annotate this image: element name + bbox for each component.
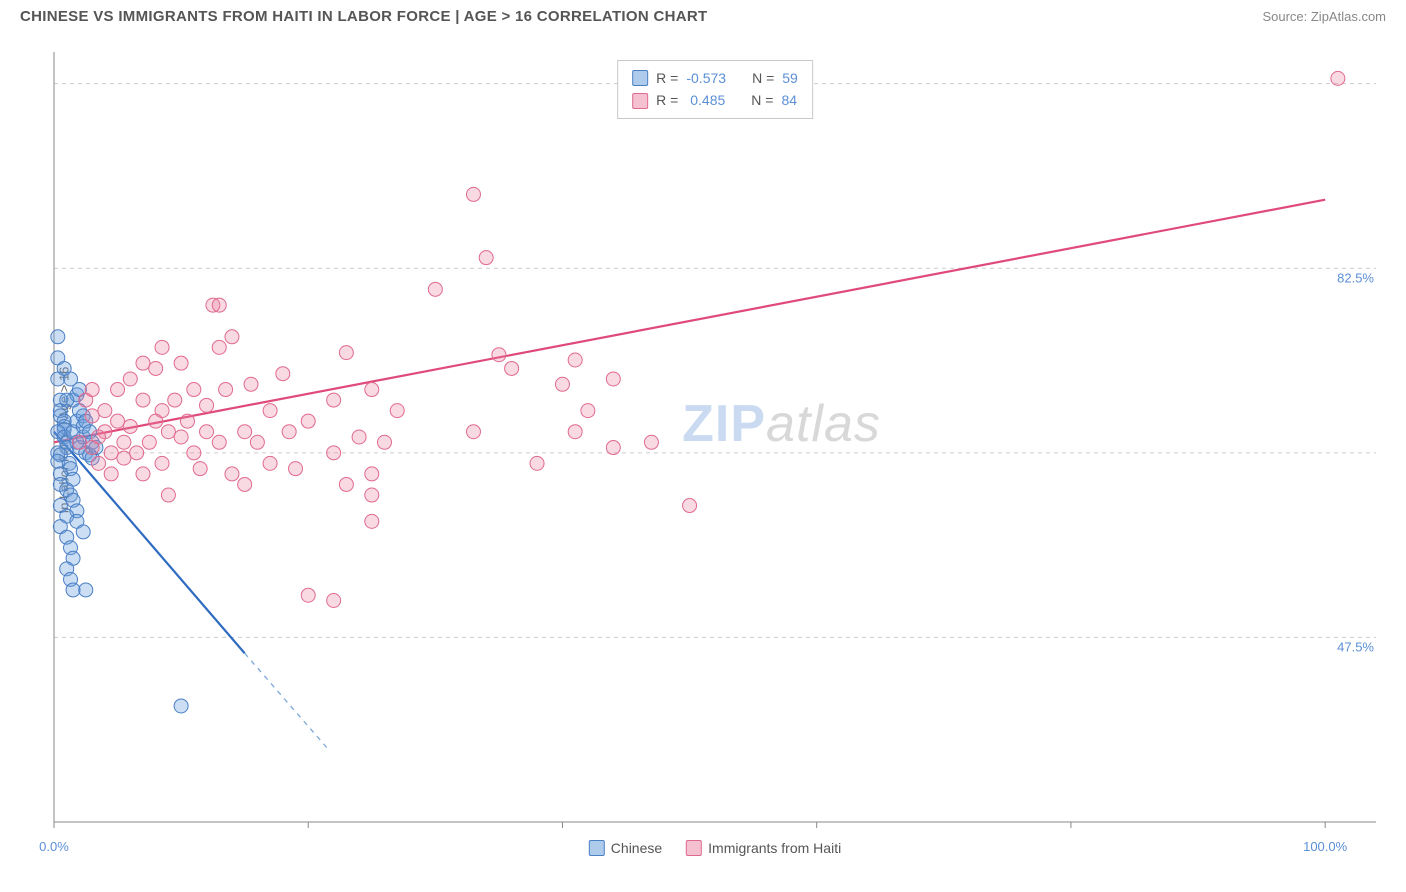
x-tick-label: 100.0% bbox=[1303, 839, 1347, 854]
n-label: N = bbox=[752, 67, 774, 89]
n-value-blue: 59 bbox=[782, 67, 798, 89]
legend-row-haiti: R = 0.485 N = 84 bbox=[632, 89, 798, 111]
y-tick-label: 47.5% bbox=[1337, 640, 1374, 655]
chart-header: CHINESE VS IMMIGRANTS FROM HAITI IN LABO… bbox=[0, 0, 1406, 29]
r-label: R = bbox=[656, 67, 678, 89]
n-label: N = bbox=[751, 89, 773, 111]
chart-source: Source: ZipAtlas.com bbox=[1262, 9, 1386, 24]
legend-swatch-pink bbox=[632, 93, 648, 109]
legend-row-chinese: R = -0.573 N = 59 bbox=[632, 67, 798, 89]
legend-label-haiti: Immigrants from Haiti bbox=[708, 840, 841, 856]
legend-item-chinese: Chinese bbox=[589, 840, 662, 856]
r-label: R = bbox=[656, 89, 678, 111]
legend-item-haiti: Immigrants from Haiti bbox=[686, 840, 841, 856]
legend-label-chinese: Chinese bbox=[611, 840, 662, 856]
legend-series: Chinese Immigrants from Haiti bbox=[589, 840, 841, 856]
chart-area: In Labor Force | Age > 16 ZIPatlas R = -… bbox=[50, 50, 1380, 830]
x-tick-label: 0.0% bbox=[39, 839, 69, 854]
scatter-plot bbox=[50, 50, 1380, 830]
n-value-pink: 84 bbox=[781, 89, 797, 111]
legend-swatch-blue bbox=[632, 70, 648, 86]
y-tick-label: 82.5% bbox=[1337, 271, 1374, 286]
chart-title: CHINESE VS IMMIGRANTS FROM HAITI IN LABO… bbox=[20, 8, 707, 25]
r-value-pink: 0.485 bbox=[686, 89, 725, 111]
r-value-blue: -0.573 bbox=[686, 67, 726, 89]
legend-swatch-pink bbox=[686, 840, 702, 856]
legend-swatch-blue bbox=[589, 840, 605, 856]
legend-correlation: R = -0.573 N = 59 R = 0.485 N = 84 bbox=[617, 60, 813, 119]
